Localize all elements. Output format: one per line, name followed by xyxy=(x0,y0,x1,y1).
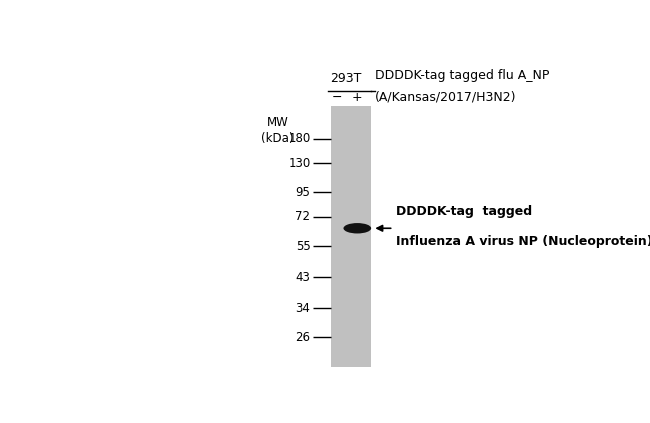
Bar xyxy=(331,106,371,367)
Text: −: − xyxy=(332,91,343,104)
Text: DDDDK-tag  tagged: DDDDK-tag tagged xyxy=(396,205,532,218)
Ellipse shape xyxy=(343,223,371,233)
Text: 26: 26 xyxy=(296,331,311,344)
Text: 130: 130 xyxy=(288,157,311,170)
Text: 34: 34 xyxy=(296,302,311,315)
Text: 95: 95 xyxy=(296,186,311,199)
Text: +: + xyxy=(352,91,363,104)
Text: 55: 55 xyxy=(296,240,311,253)
Text: 43: 43 xyxy=(296,271,311,284)
Text: Influenza A virus NP (Nucleoprotein): Influenza A virus NP (Nucleoprotein) xyxy=(396,235,650,248)
Text: 180: 180 xyxy=(288,132,311,145)
Text: (A/Kansas/2017/H3N2): (A/Kansas/2017/H3N2) xyxy=(375,91,517,104)
Text: 72: 72 xyxy=(296,210,311,223)
Text: DDDDK-tag tagged flu A_NP: DDDDK-tag tagged flu A_NP xyxy=(375,69,549,82)
Text: 293T: 293T xyxy=(330,72,361,85)
Text: MW
(kDa): MW (kDa) xyxy=(261,116,294,145)
